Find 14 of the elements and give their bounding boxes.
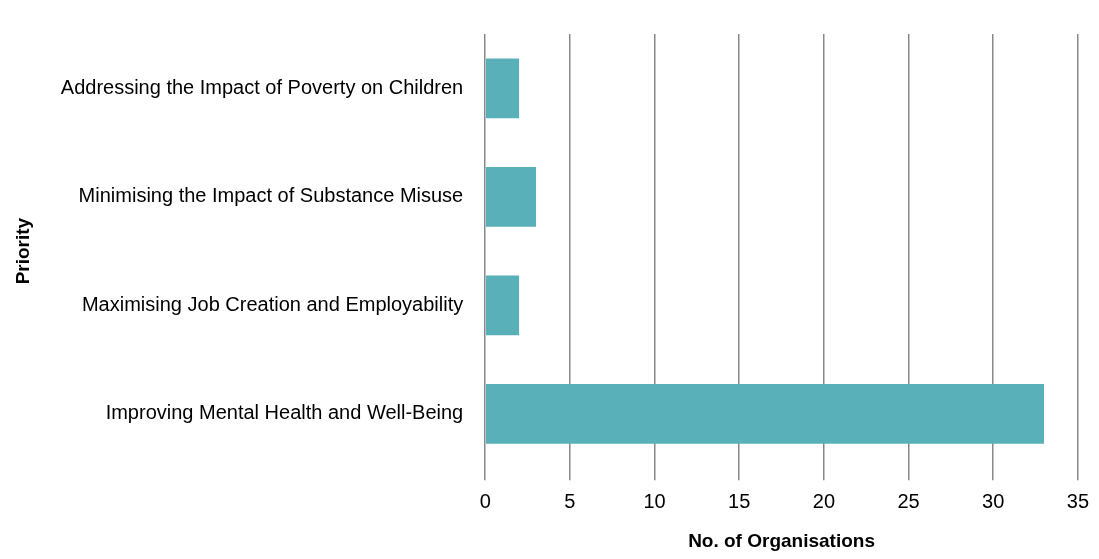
x-tick-label: 30 <box>982 489 1005 512</box>
y-tick-label: Minimising the Impact of Substance Misuse <box>78 184 464 207</box>
y-tick-label: Improving Mental Health and Well-Being <box>105 401 464 424</box>
x-tick-label: 15 <box>728 489 751 512</box>
y-tick-label: Maximising Job Creation and Employability <box>81 292 464 315</box>
x-tick-label: 5 <box>564 489 576 512</box>
y-tick-label: Addressing the Impact of Poverty on Children <box>60 75 464 98</box>
x-tick-label: 10 <box>643 489 666 512</box>
x-axis-title: No. of Organisations <box>688 529 875 551</box>
x-tick-label: 25 <box>897 489 920 512</box>
y-axis-title: Priority <box>11 217 33 285</box>
x-tick-label: 35 <box>1066 489 1089 512</box>
x-tick-label: 20 <box>812 489 836 512</box>
x-tick-label: 0 <box>479 489 491 512</box>
